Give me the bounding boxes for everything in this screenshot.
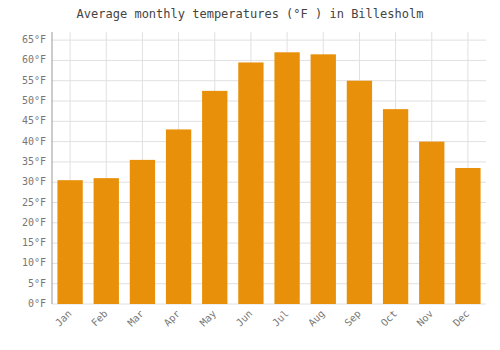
x-tick-label: Apr: [162, 308, 183, 329]
bar: [311, 54, 336, 304]
y-tick-label: 40°F: [22, 136, 46, 147]
y-grid-line: [52, 60, 486, 61]
x-tick-label: Sep: [342, 308, 363, 329]
x-tick-label: Mar: [125, 308, 146, 329]
y-grid-line: [52, 40, 486, 41]
title: Average monthly temperatures (°F ) in Bi…: [77, 7, 424, 21]
y-tick-label: 10°F: [22, 257, 46, 268]
bar: [130, 160, 155, 304]
y-tick-label: 0°F: [28, 298, 46, 309]
y-grid-line: [52, 101, 486, 102]
bar: [57, 180, 82, 304]
y-tick-label: 25°F: [22, 197, 46, 208]
y-tick-label: 30°F: [22, 176, 46, 187]
y-tick-labels: 0°F 5°F 10°F 15°F 20°F 25°F 30°F 35°F 40°F 45°F 50…: [22, 34, 46, 309]
y-grid-line: [52, 121, 486, 122]
bar: [94, 178, 119, 304]
y-tick-label: 35°F: [22, 156, 46, 167]
y-tick-label: 5°F: [28, 278, 46, 289]
bars: [57, 52, 480, 304]
x-tick-label: Jun: [234, 308, 255, 329]
y-tick-label: 50°F: [22, 95, 46, 106]
bar: [166, 129, 191, 304]
y-tick-label: 20°F: [22, 217, 46, 228]
bar: [274, 52, 299, 304]
y-tick-label: 45°F: [22, 115, 46, 126]
y-grid-line: [52, 80, 486, 81]
x-tick-label: Feb: [89, 308, 110, 329]
y-tick-label: 15°F: [22, 237, 46, 248]
y-tick-label: 60°F: [22, 54, 46, 65]
bar: [238, 62, 263, 304]
x-tick-label: Dec: [451, 308, 472, 329]
x-tick-labels: Jan Feb Mar Apr May Jun Jul Aug Sep Oct Nov Dec: [53, 308, 471, 329]
x-tick-label: Oct: [379, 308, 400, 329]
bar: [347, 81, 372, 304]
x-tick-label: Jan: [53, 308, 74, 329]
chart: 0°F 5°F 10°F 15°F 20°F 25°F 30°F 35°F 40°F 45°F 50…: [0, 0, 500, 350]
bar: [419, 142, 444, 304]
bar: [202, 91, 227, 304]
x-tick-label: Aug: [306, 308, 327, 329]
y-tick-label: 55°F: [22, 75, 46, 86]
bar: [455, 168, 480, 304]
y-axis-line: [52, 32, 53, 304]
grid: [52, 32, 486, 304]
x-tick-label: Jul: [270, 308, 291, 329]
bar: [383, 109, 408, 304]
page: {"chart_data": {"type": "bar", "title": …: [0, 0, 500, 350]
x-tick-label: May: [198, 308, 219, 329]
y-tick-label: 65°F: [22, 34, 46, 45]
x-tick-label: Nov: [415, 308, 436, 329]
